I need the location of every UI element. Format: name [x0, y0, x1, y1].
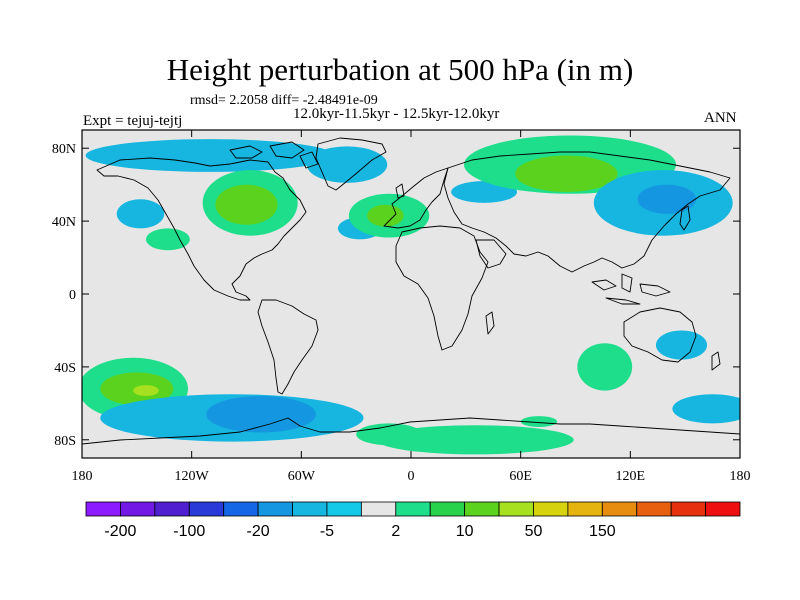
- anomaly-region-west-pacific-south-neg: [672, 394, 740, 424]
- axis-ticks: 180 120W 60W 0 60E 120E 180 80N 40N 0 40S 80S: [52, 130, 751, 484]
- anomaly-region-drake-passage-neg-core: [206, 396, 316, 433]
- anomaly-region-weddell-pos: [356, 423, 422, 446]
- period-text: 12.0kyr-11.5kyr - 12.5kyr-12.0kyr: [293, 106, 500, 122]
- lon-tick-label: 60W: [288, 469, 316, 484]
- anomaly-region-europe-pos-core: [367, 204, 404, 227]
- anomaly-region-east-africa-neg: [655, 330, 708, 360]
- lon-tick-label: 120E: [616, 469, 646, 484]
- lat-tick-label: 80S: [54, 434, 76, 449]
- colorbar-box: [292, 501, 328, 517]
- colorbar-box: [567, 501, 603, 517]
- colorbar-box: [636, 501, 672, 517]
- anomaly-region-antarctica-pos: [376, 425, 574, 455]
- anomaly-region-indian-ocean-pos: [577, 343, 633, 391]
- anomaly-region-japan-neg-core: [637, 184, 697, 214]
- anomaly-region-arctic-canada-neg: [85, 139, 335, 172]
- colorbar-box: [188, 501, 225, 517]
- anomaly-region-great-lakes-pos-core: [215, 184, 278, 225]
- colorbar-box: [395, 501, 431, 517]
- lon-tick-label: 180: [72, 469, 93, 484]
- anomaly-region-greenland-neg: [306, 146, 388, 183]
- lon-tick-label: 60E: [509, 469, 532, 484]
- season-text: ANN: [704, 110, 737, 126]
- colorbar-box: [120, 501, 156, 517]
- colorbar-box: [533, 501, 569, 517]
- colorbar-label: -5: [320, 523, 334, 540]
- colorbar-box: [360, 501, 397, 517]
- colorbar-box: [498, 501, 534, 517]
- lon-tick-label: 180: [730, 469, 751, 484]
- colorbar: -200 -100 -20 -5 2 10 50 150: [85, 501, 741, 540]
- anomaly-region-siberia-pos-core: [515, 155, 618, 192]
- colorbar-box: [670, 501, 706, 517]
- lat-tick-label: 40S: [54, 361, 76, 376]
- colorbar-label: 150: [589, 523, 616, 540]
- anomaly-regions: [82, 135, 740, 455]
- colorbar-label: 50: [525, 523, 543, 540]
- colorbar-label: 10: [456, 523, 474, 540]
- colorbar-label: -100: [173, 523, 205, 540]
- page-title: Height perturbation at 500 hPa (in m): [166, 52, 634, 87]
- lat-tick-label: 40N: [52, 215, 76, 230]
- anomaly-region-north-pacific-neg: [116, 199, 165, 229]
- lon-tick-label: 120W: [175, 469, 210, 484]
- colorbar-box: [601, 501, 638, 517]
- colorbar-label: -200: [104, 523, 136, 540]
- colorbar-box: [429, 501, 466, 517]
- lon-tick-label: 0: [408, 469, 415, 484]
- colorbar-box: [154, 501, 190, 517]
- colorbar-box: [326, 501, 362, 517]
- colorbar-box: [705, 501, 741, 517]
- colorbar-label: -20: [247, 523, 270, 540]
- colorbar-box: [464, 501, 500, 517]
- colorbar-box: [257, 501, 293, 517]
- anomaly-region-indian-south-small-pos: [520, 416, 558, 428]
- coastlines: [82, 137, 740, 445]
- colorbar-label: 2: [391, 523, 400, 540]
- anomaly-region-west-atlantic-pos: [145, 228, 190, 251]
- experiment-text: Expt = tejuj-tejtj: [83, 113, 183, 129]
- stats-text: rmsd= 2.2058 diff= -2.48491e-09: [190, 93, 378, 108]
- lat-tick-label: 0: [69, 288, 76, 303]
- colorbar-box: [223, 501, 259, 517]
- anomaly-region-south-pacific-core-yellow: [133, 385, 159, 397]
- colorbar-box: [85, 501, 121, 517]
- lat-tick-label: 80N: [52, 142, 76, 157]
